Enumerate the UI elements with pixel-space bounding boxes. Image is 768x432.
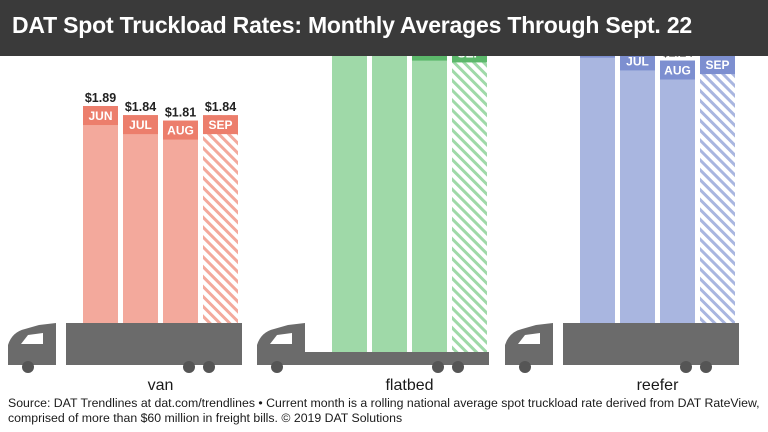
- bar-van-jul: [123, 115, 158, 352]
- bar-band-van-sep: [203, 115, 238, 135]
- bar-van-aug: [163, 120, 198, 352]
- month-label-flatbed-sep: SEP: [457, 56, 481, 60]
- bar-band-van-jun: [83, 106, 118, 126]
- category-label-van: van: [148, 377, 174, 394]
- truck-van: [8, 323, 242, 373]
- month-label-van-aug: AUG: [167, 124, 194, 138]
- bar-band-reefer-jun: [580, 56, 615, 58]
- bar-band-van-jul: [123, 115, 158, 135]
- bar-van-sep: [203, 115, 238, 352]
- month-label-flatbed-aug: AUG: [416, 56, 443, 59]
- truck-flatbed: [257, 323, 489, 373]
- month-label-van-jul: JUL: [129, 118, 152, 132]
- bar-band-reefer-aug: [660, 60, 695, 80]
- bar-band-flatbed-sep: [452, 56, 487, 63]
- bar-band-van-aug: [163, 120, 198, 140]
- bar-flatbed-jul: [372, 56, 407, 353]
- month-label-reefer-sep: SEP: [705, 58, 729, 72]
- bar-reefer-sep: [700, 56, 735, 353]
- value-label-van-sep: $1.84: [205, 100, 236, 114]
- bar-reefer-aug: [660, 60, 695, 353]
- value-label-van-jun: $1.89: [85, 91, 116, 105]
- category-label-reefer: reefer: [637, 377, 679, 394]
- chart-area: JUN$1.89JUL$1.84AUG$1.81SEP$1.84vanJUN$2…: [8, 56, 739, 394]
- value-label-reefer-aug: $2.14: [662, 56, 693, 60]
- bar-reefer-jun: [580, 56, 615, 353]
- bar-flatbed-jun: [332, 56, 367, 353]
- bar-band-reefer-sep: [700, 56, 735, 75]
- month-label-reefer-aug: AUG: [664, 64, 691, 78]
- category-label-flatbed: flatbed: [385, 377, 433, 394]
- month-label-van-sep: SEP: [208, 118, 232, 132]
- bar-flatbed-aug: [412, 56, 447, 352]
- bar-flatbed-sep: [452, 56, 487, 353]
- chart-title: DAT Spot Truckload Rates: Monthly Averag…: [12, 12, 692, 38]
- month-label-van-jun: JUN: [88, 109, 112, 123]
- bar-band-reefer-jul: [620, 56, 655, 71]
- bar-van-jun: [83, 106, 118, 352]
- source-note: Source: DAT Trendlines at dat.com/trendl…: [8, 396, 760, 425]
- bar-reefer-jul: [620, 56, 655, 353]
- title-bar: DAT Spot Truckload Rates: Monthly Averag…: [0, 0, 768, 56]
- bar-band-flatbed-aug: [412, 56, 447, 61]
- value-label-van-jul: $1.84: [125, 100, 156, 114]
- month-label-reefer-jul: JUL: [626, 56, 649, 68]
- value-label-van-aug: $1.81: [165, 106, 196, 120]
- truck-reefer: [505, 323, 739, 373]
